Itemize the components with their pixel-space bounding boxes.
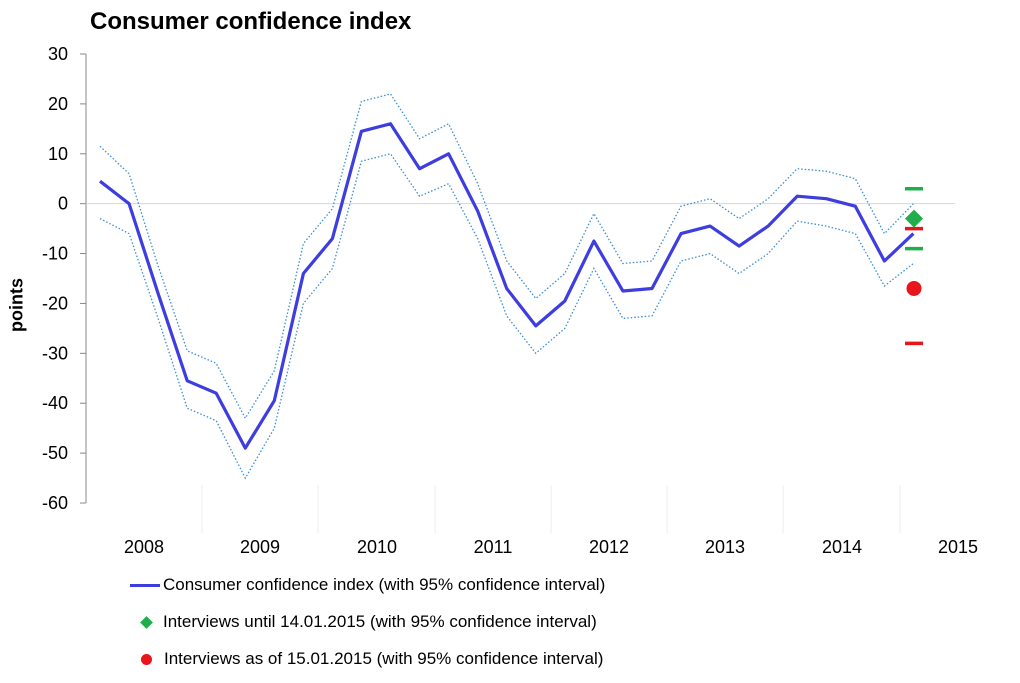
x-tick-label: 2010 — [357, 537, 397, 557]
legend-label-until: Interviews until 14.01.2015 (with 95% co… — [163, 612, 597, 631]
y-tick-label: -40 — [42, 393, 68, 413]
legend-item-asof: Interviews as of 15.01.2015 (with 95% co… — [130, 646, 605, 683]
y-tick-label: 0 — [58, 194, 68, 214]
chart-title: Consumer confidence index — [90, 8, 412, 35]
green-diamond-marker — [905, 209, 923, 228]
y-tick-label: -60 — [42, 493, 68, 513]
legend-label-index: Consumer confidence index (with 95% conf… — [163, 575, 606, 594]
legend-label-asof: Interviews as of 15.01.2015 (with 95% co… — [164, 649, 604, 668]
y-tick-label: 30 — [48, 44, 68, 64]
y-tick-label: 10 — [48, 144, 68, 164]
x-tick-label: 2011 — [474, 537, 513, 557]
red-dot-marker — [906, 280, 922, 296]
legend-diamond-icon — [140, 616, 153, 629]
y-tick-label: -50 — [42, 443, 68, 463]
y-tick-label: 20 — [48, 94, 68, 114]
x-tick-label: 2008 — [124, 537, 164, 557]
legend: Consumer confidence index (with 95% conf… — [130, 572, 605, 683]
legend-item-index: Consumer confidence index (with 95% conf… — [130, 572, 605, 609]
x-tick-label: 2014 — [822, 537, 862, 557]
series-index-line — [99, 122, 915, 450]
y-tick-label: -10 — [42, 244, 68, 264]
legend-line-icon — [130, 584, 160, 588]
legend-item-until: Interviews until 14.01.2015 (with 95% co… — [130, 609, 605, 646]
legend-dot-icon — [141, 654, 152, 666]
series-lower-bound — [99, 153, 914, 480]
x-tick-label: 2015 — [938, 537, 978, 557]
x-tick-label: 2013 — [705, 537, 745, 557]
y-tick-label: -20 — [42, 293, 68, 313]
x-tick-label: 2012 — [589, 537, 629, 557]
x-tick-label: 2009 — [240, 537, 280, 557]
y-tick-label: -30 — [42, 343, 68, 363]
series-upper-bound — [99, 93, 914, 420]
